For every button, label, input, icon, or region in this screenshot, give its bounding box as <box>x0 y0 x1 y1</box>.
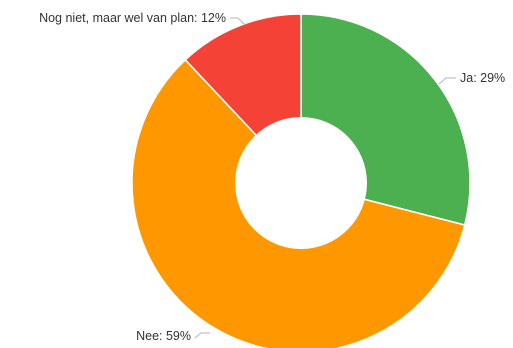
slice-labels: Ja: 29% Nee: 59% Nog niet, maar wel van … <box>39 11 505 343</box>
slice-label-nee: Nee: 59% <box>136 329 191 343</box>
leader-line-nog-niet <box>230 17 246 26</box>
slice-label-ja: Ja: 29% <box>460 71 505 85</box>
donut-hole <box>235 117 367 249</box>
slice-label-nog-niet: Nog niet, maar wel van plan: 12% <box>39 11 226 25</box>
leader-line-ja <box>438 77 456 85</box>
leader-line-nee <box>194 332 210 339</box>
